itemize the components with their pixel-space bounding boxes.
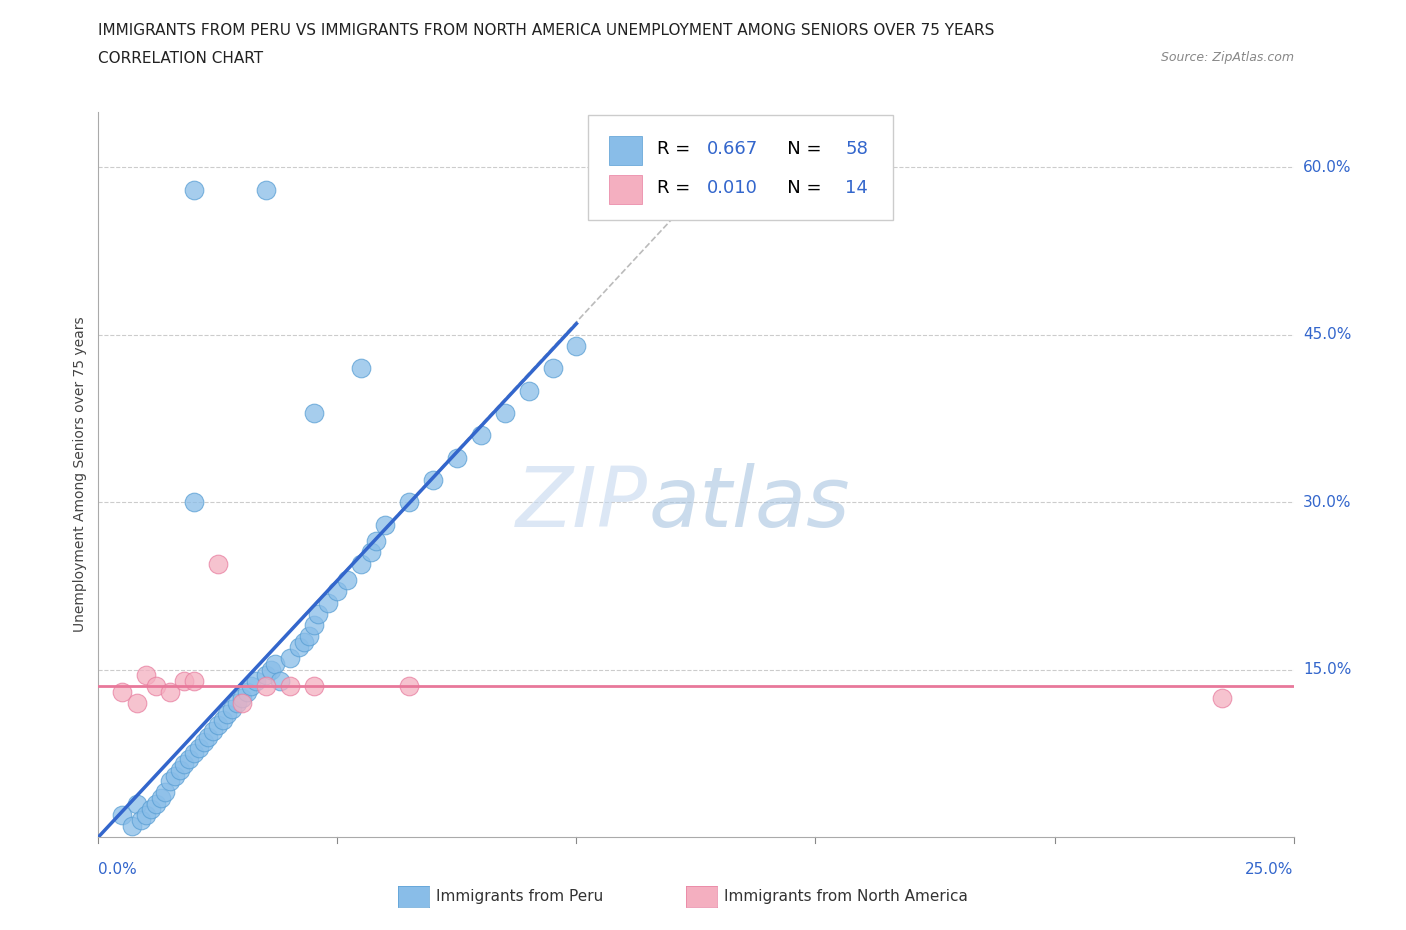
- FancyBboxPatch shape: [609, 175, 643, 204]
- Point: [422, 472, 444, 487]
- Point: [145, 796, 167, 811]
- FancyBboxPatch shape: [609, 136, 643, 165]
- Text: 60.0%: 60.0%: [1303, 160, 1351, 175]
- Point: [264, 657, 287, 671]
- Point: [269, 673, 291, 688]
- Point: [111, 684, 134, 699]
- Text: 58: 58: [845, 140, 869, 157]
- Point: [207, 556, 229, 571]
- Point: [183, 746, 205, 761]
- Point: [259, 662, 281, 677]
- Point: [326, 584, 349, 599]
- Point: [254, 668, 277, 683]
- Text: 45.0%: 45.0%: [1303, 327, 1351, 342]
- Text: Immigrants from Peru: Immigrants from Peru: [436, 889, 603, 904]
- Point: [173, 757, 195, 772]
- Y-axis label: Unemployment Among Seniors over 75 years: Unemployment Among Seniors over 75 years: [73, 316, 87, 632]
- Text: R =: R =: [657, 140, 696, 157]
- Point: [111, 807, 134, 822]
- Point: [125, 796, 148, 811]
- Text: ZIP: ZIP: [516, 463, 648, 544]
- Point: [121, 818, 143, 833]
- Point: [217, 707, 239, 722]
- Point: [494, 405, 516, 420]
- Point: [302, 618, 325, 632]
- Text: N =: N =: [770, 140, 827, 157]
- Text: R =: R =: [657, 179, 696, 197]
- Point: [159, 684, 181, 699]
- Point: [187, 740, 209, 755]
- Point: [298, 629, 321, 644]
- Point: [292, 634, 315, 649]
- Text: Immigrants from North America: Immigrants from North America: [724, 889, 967, 904]
- Point: [360, 545, 382, 560]
- Point: [145, 679, 167, 694]
- Point: [302, 679, 325, 694]
- Point: [163, 768, 186, 783]
- Point: [254, 182, 277, 197]
- Point: [398, 495, 420, 510]
- FancyBboxPatch shape: [589, 115, 893, 220]
- Text: 0.667: 0.667: [707, 140, 758, 157]
- Text: 25.0%: 25.0%: [1246, 862, 1294, 877]
- Point: [1211, 690, 1233, 705]
- Point: [197, 729, 219, 744]
- Point: [288, 640, 311, 655]
- Point: [565, 339, 588, 353]
- Point: [159, 774, 181, 789]
- Point: [149, 790, 172, 805]
- Point: [235, 684, 257, 699]
- Point: [374, 517, 396, 532]
- Text: N =: N =: [770, 179, 827, 197]
- Point: [446, 450, 468, 465]
- Text: 15.0%: 15.0%: [1303, 662, 1351, 677]
- Point: [135, 668, 157, 683]
- Text: Source: ZipAtlas.com: Source: ZipAtlas.com: [1160, 51, 1294, 64]
- Point: [398, 679, 420, 694]
- Point: [179, 751, 201, 766]
- Point: [207, 718, 229, 733]
- Text: atlas: atlas: [648, 463, 849, 544]
- Point: [183, 673, 205, 688]
- Point: [169, 763, 191, 777]
- Point: [183, 495, 205, 510]
- Text: 0.0%: 0.0%: [98, 862, 138, 877]
- Text: CORRELATION CHART: CORRELATION CHART: [98, 51, 263, 66]
- Point: [193, 735, 215, 750]
- Point: [364, 534, 387, 549]
- Text: 0.010: 0.010: [707, 179, 758, 197]
- Text: 30.0%: 30.0%: [1303, 495, 1351, 510]
- Point: [139, 802, 162, 817]
- Point: [541, 361, 564, 376]
- Point: [131, 813, 153, 828]
- Point: [278, 651, 301, 666]
- Point: [470, 428, 492, 443]
- Point: [307, 606, 329, 621]
- Point: [336, 573, 359, 588]
- Point: [316, 595, 339, 610]
- Point: [135, 807, 157, 822]
- Point: [278, 679, 301, 694]
- Point: [231, 696, 253, 711]
- Point: [240, 679, 263, 694]
- Point: [202, 724, 225, 738]
- Point: [350, 361, 373, 376]
- Point: [183, 182, 205, 197]
- Point: [211, 712, 233, 727]
- Point: [254, 679, 277, 694]
- Point: [302, 405, 325, 420]
- Point: [231, 690, 253, 705]
- Point: [125, 696, 148, 711]
- Point: [155, 785, 177, 800]
- Text: IMMIGRANTS FROM PERU VS IMMIGRANTS FROM NORTH AMERICA UNEMPLOYMENT AMONG SENIORS: IMMIGRANTS FROM PERU VS IMMIGRANTS FROM …: [98, 23, 995, 38]
- Point: [221, 701, 243, 716]
- Text: 14: 14: [845, 179, 869, 197]
- Point: [173, 673, 195, 688]
- Point: [245, 673, 267, 688]
- Point: [350, 556, 373, 571]
- Point: [226, 696, 249, 711]
- Point: [517, 383, 540, 398]
